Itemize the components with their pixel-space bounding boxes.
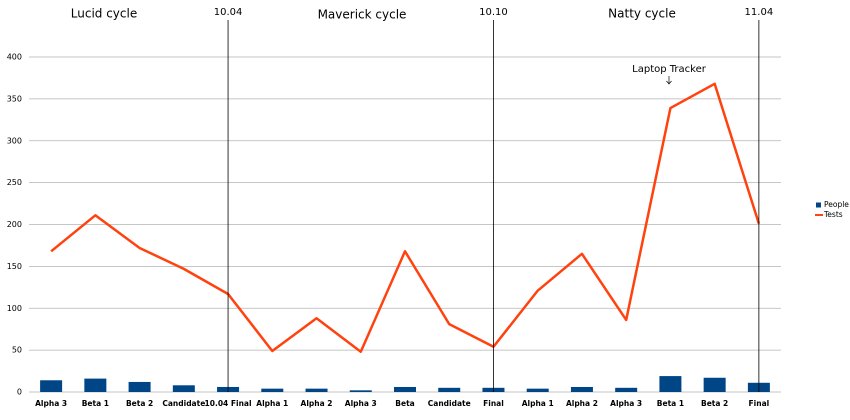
x-tick-label: Alpha 1 [522,399,554,408]
annotation: Laptop Tracker [632,64,707,75]
y-tick-label: 50 [12,346,22,355]
y-tick-label: 300 [7,136,22,145]
bar [615,387,638,392]
y-tick-label: 100 [7,304,22,313]
x-tick-label: Beta 2 [126,399,153,408]
bar [84,378,107,392]
bar [349,390,372,392]
bar [570,386,593,392]
bar [659,376,682,392]
x-tick-label: Final [749,399,770,408]
cycle-label: Maverick cycle [318,8,407,22]
y-tick-label: 400 [7,53,22,62]
legend-label: Tests [823,210,843,219]
x-tick-label: Candidate [162,399,205,408]
x-tick-label: Beta [395,399,414,408]
x-tick-label: Alpha 3 [610,399,642,408]
x-tick-label: Alpha 3 [35,399,67,408]
annotation-arrow [666,80,672,85]
x-tick-label: Beta 1 [657,399,684,408]
release-label: 10.10 [479,7,508,18]
bar [305,388,328,392]
release-label: 11.04 [745,7,774,18]
x-tick-label: Beta 1 [82,399,109,408]
cycle-label: Lucid cycle [71,7,137,21]
bar [438,387,461,392]
bar [261,388,284,392]
x-tick-label: 10.04 Final [205,399,252,408]
bar [40,380,63,392]
bar [172,385,195,392]
legend-swatch [816,202,821,208]
bar [703,377,726,392]
bar [394,386,416,392]
y-tick-label: 250 [7,178,22,187]
release-label: 10.04 [214,7,243,18]
cycle-label: Natty cycle [608,7,676,21]
y-tick-label: 200 [7,220,22,229]
legend-label: People [824,200,849,209]
line [50,82,761,354]
x-tick-label: Candidate [428,399,471,408]
x-tick-label: Alpha 2 [566,399,598,408]
x-tick-label: Alpha 3 [345,399,377,408]
bar [128,381,151,392]
bar [526,388,549,392]
x-tick-label: Beta 2 [701,399,728,408]
y-tick-label: 150 [7,262,22,271]
y-tick-label: 0 [17,388,22,397]
x-tick-label: Alpha 2 [301,399,333,408]
y-tick-label: 350 [7,94,22,103]
x-tick-label: Final [483,399,504,408]
x-tick-label: Alpha 1 [256,399,288,408]
